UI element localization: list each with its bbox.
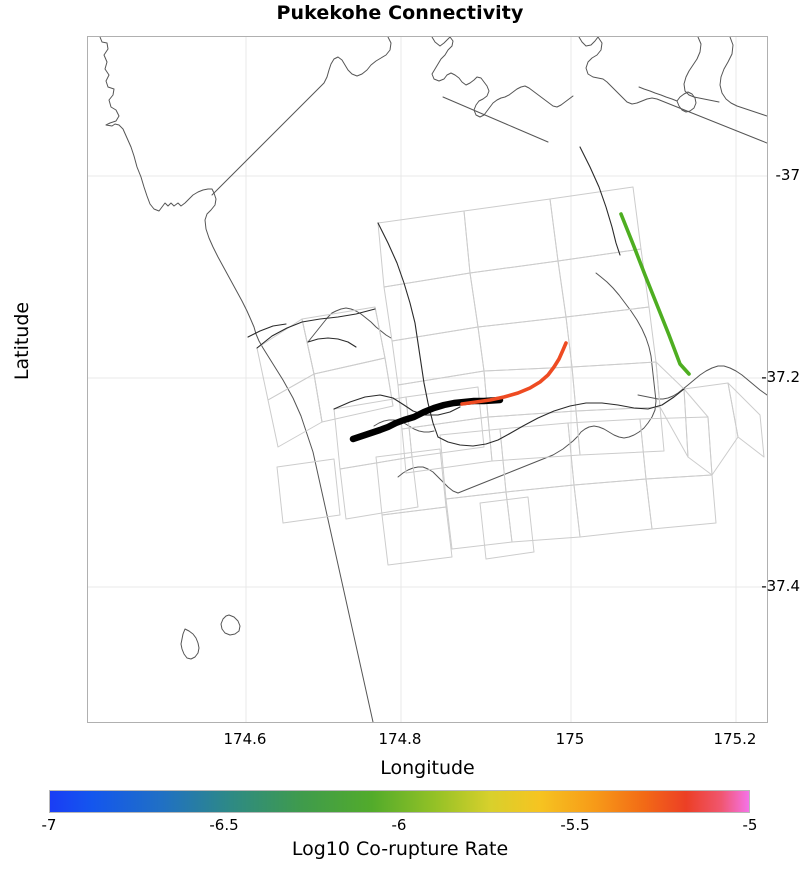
ytick-label-1: -37.2 [761,368,800,386]
connected-fault-green[interactable] [619,212,691,376]
colorbar-title: Log10 Co-rupture Rate [291,838,509,860]
page-title: Pukekohe Connectivity [276,2,524,24]
ytick-label-0: -37 [775,166,800,184]
xtick-label-0: 174.6 [223,730,267,748]
connected-fault-red[interactable] [460,341,568,406]
colorbar[interactable] [49,790,750,813]
xtick-label-2: 175 [555,730,585,748]
fault-surface-projections [256,186,765,566]
colorbar-tick-0: -7 [41,816,57,834]
y-axis-label: Latitude [11,301,33,381]
colorbar-tick-2: -6 [391,816,407,834]
map-plot-area[interactable] [87,36,768,723]
xtick-label-1: 174.8 [378,730,422,748]
coastline [99,37,767,722]
colorbar-tick-1: -6.5 [209,816,239,834]
colorbar-tick-3: -5.5 [560,816,590,834]
xtick-label-3: 175.2 [713,730,757,748]
ytick-label-2: -37.4 [761,577,800,595]
source-fault[interactable] [349,396,504,443]
colorbar-tick-4: -5 [742,816,758,834]
map-graphic [88,37,767,722]
fault-traces [247,146,685,447]
x-axis-label: Longitude [380,757,475,779]
gridlines [88,37,767,722]
colorbar-gradient [50,791,749,812]
